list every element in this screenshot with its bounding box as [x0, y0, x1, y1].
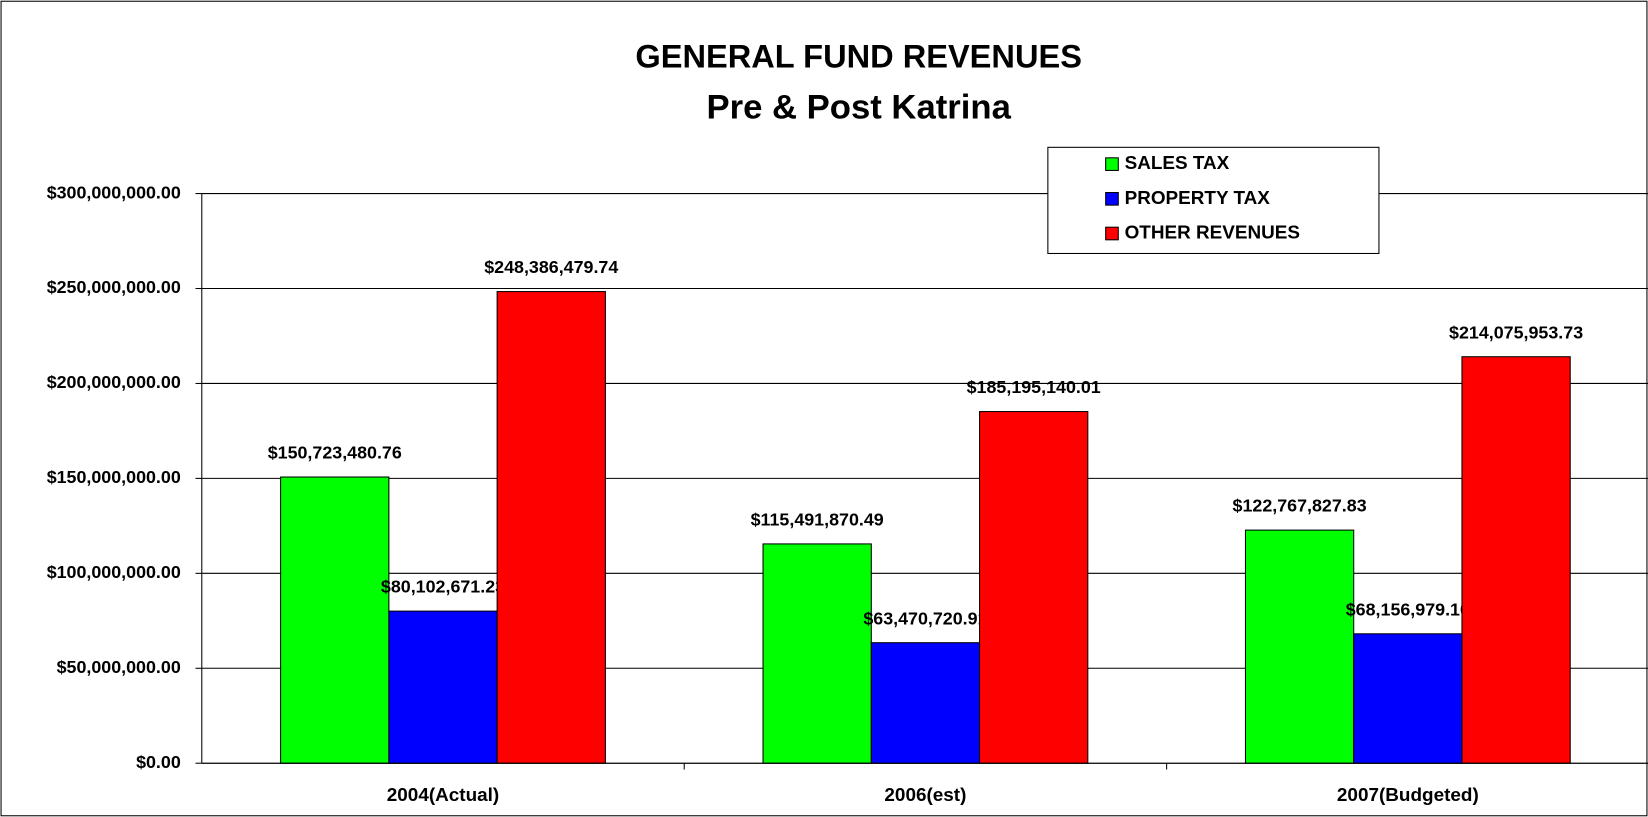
data-label: $115,491,870.49: [751, 510, 884, 530]
legend-label: SALES TAX: [1125, 153, 1230, 174]
data-label: $68,156,979.10: [1346, 599, 1470, 619]
bar: [762, 543, 872, 764]
data-label: $185,195,140.01: [967, 377, 1101, 397]
legend-swatch: [1105, 191, 1119, 206]
y-tick-label: $100,000,000.00: [47, 562, 181, 582]
bar: [870, 642, 981, 764]
x-tick-label: 2006(est): [884, 785, 966, 806]
legend-swatch: [1105, 226, 1119, 241]
bar: [1461, 356, 1571, 764]
data-label: $63,470,720.91: [863, 608, 987, 628]
data-label: $80,102,671.23: [381, 577, 505, 597]
y-tick-label: $0.00: [136, 752, 181, 772]
y-tick-label: $300,000,000.00: [47, 182, 181, 202]
legend-label: OTHER REVENUES: [1125, 223, 1300, 244]
chart-subtitle: Pre & Post Katrina: [706, 89, 1011, 127]
y-tick-label: $200,000,000.00: [47, 372, 181, 392]
legend-box: [1047, 146, 1380, 254]
y-tick-label: $50,000,000.00: [57, 657, 181, 677]
bar: [280, 476, 390, 764]
y-tick-label: $150,000,000.00: [47, 467, 181, 487]
y-tick-label: $250,000,000.00: [47, 277, 181, 297]
data-label: $248,386,479.74: [484, 257, 618, 277]
bar: [496, 291, 606, 764]
data-label: $150,723,480.76: [268, 443, 402, 463]
data-label: $214,075,953.73: [1449, 322, 1583, 342]
data-label: $122,767,827.83: [1233, 496, 1367, 516]
x-tick-label: 2004(Actual): [387, 785, 499, 806]
bar: [979, 411, 1089, 764]
bar: [388, 610, 498, 764]
bar: [1244, 529, 1355, 764]
x-tick-label: 2007(Budgeted): [1337, 785, 1479, 806]
legend-swatch: [1105, 157, 1119, 171]
bar: [1353, 633, 1463, 764]
legend-label: PROPERTY TAX: [1125, 188, 1271, 209]
chart-title: GENERAL FUND REVENUES: [635, 39, 1082, 75]
